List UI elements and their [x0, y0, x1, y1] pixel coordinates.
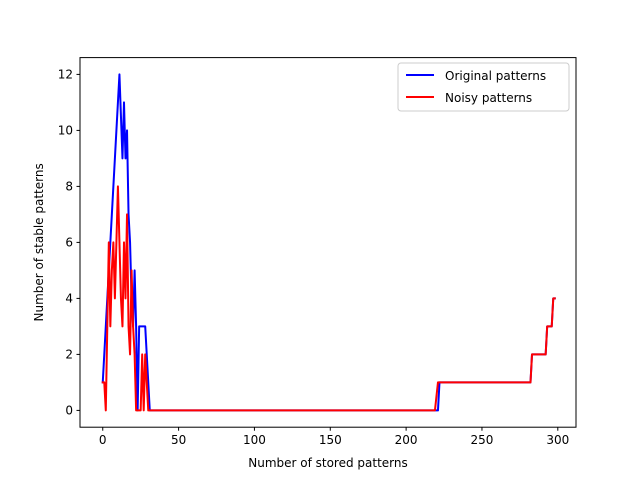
y-tick-label: 8 [65, 180, 73, 194]
y-tick-label: 0 [65, 404, 73, 418]
series-line-noisy-patterns [101, 185, 556, 412]
x-tick-label: 50 [171, 433, 186, 447]
y-tick-label: 10 [58, 124, 73, 138]
y-tick-label: 4 [65, 292, 73, 306]
x-tick-label: 200 [395, 433, 418, 447]
x-axis-label: Number of stored patterns [248, 456, 408, 470]
legend: Original patterns Noisy patterns [397, 62, 570, 112]
y-axis-label: Number of stable patterns [32, 163, 46, 321]
y-tick-label: 6 [65, 236, 73, 250]
legend-label-noisy-patterns: Noisy patterns [445, 91, 532, 105]
y-axis: 0 2 4 6 8 10 12 [58, 68, 80, 418]
x-tick-label: 150 [319, 433, 342, 447]
y-tick-label: 12 [58, 68, 73, 82]
y-tick-label: 2 [65, 348, 73, 362]
plot-series [101, 73, 556, 412]
x-axis: 0 50 100 150 200 250 300 [99, 427, 569, 447]
x-tick-label: 250 [471, 433, 494, 447]
legend-box [397, 62, 570, 112]
x-tick-label: 100 [243, 433, 266, 447]
x-tick-label: 300 [546, 433, 569, 447]
legend-label-original-patterns: Original patterns [445, 69, 546, 83]
x-tick-label: 0 [99, 433, 107, 447]
